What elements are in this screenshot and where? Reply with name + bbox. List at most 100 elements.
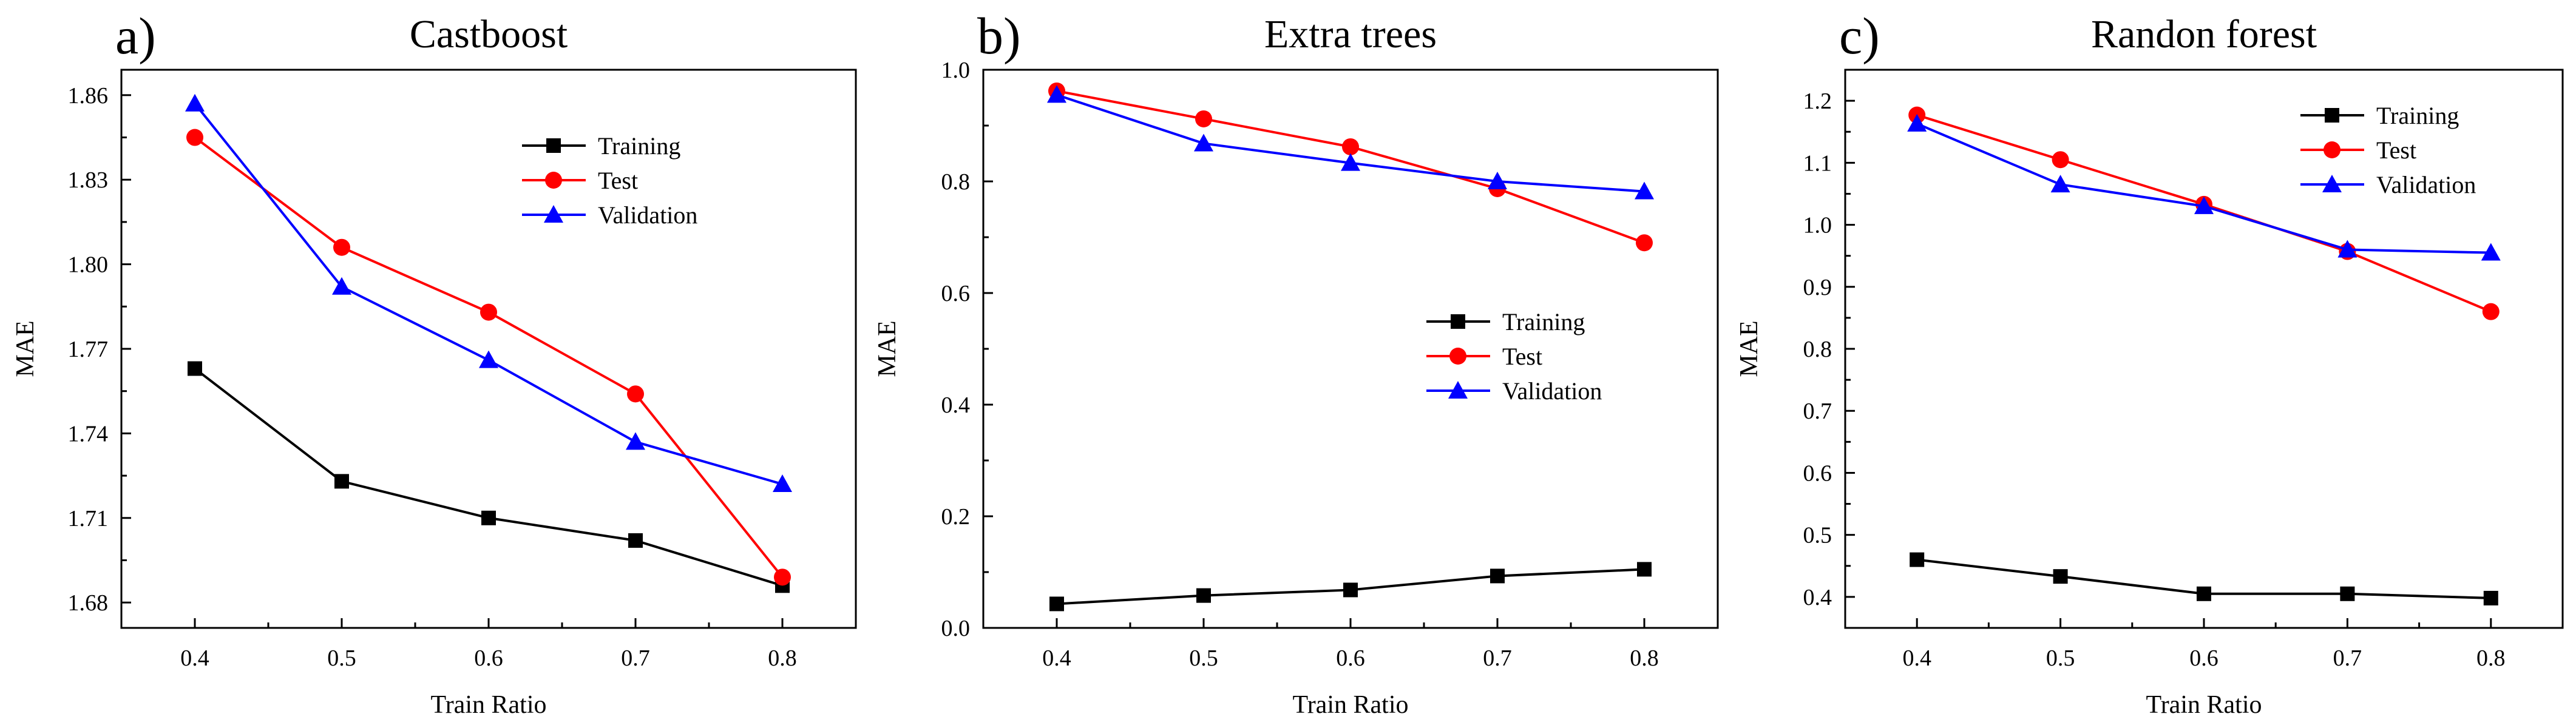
data-point: [1635, 181, 1654, 200]
x-tick-label: 0.6: [2189, 645, 2218, 671]
x-tick-label: 0.4: [180, 645, 209, 671]
x-tick-label: 0.7: [2333, 645, 2362, 671]
series-training: [1049, 562, 1652, 612]
x-tick-label: 0.5: [1189, 645, 1218, 671]
y-tick-label: 0.4: [1803, 585, 1832, 610]
data-point: [2052, 151, 2069, 169]
legend-marker: [2323, 141, 2340, 158]
x-tick-label: 0.7: [1483, 645, 1512, 671]
x-tick-label: 0.4: [1902, 645, 1931, 671]
legend-label: Test: [598, 167, 638, 194]
y-tick-label: 1.86: [68, 83, 109, 109]
data-point: [1341, 153, 1360, 171]
y-tick-label: 1.2: [1803, 89, 1832, 114]
data-point: [1196, 588, 1211, 603]
y-tick-label: 1.0: [941, 58, 971, 83]
data-point: [1910, 552, 1925, 567]
y-tick-label: 0.6: [1803, 460, 1832, 486]
legend-label: Validation: [1502, 377, 1602, 405]
y-axis-label: MAE: [1735, 320, 1763, 377]
x-tick-label: 0.5: [2046, 645, 2075, 671]
data-point: [1047, 85, 1066, 103]
data-point: [480, 303, 497, 321]
data-point: [1636, 234, 1653, 252]
data-point: [1907, 113, 1927, 132]
data-point: [2197, 586, 2211, 601]
series-training: [1910, 552, 2498, 605]
legend-marker: [2322, 175, 2342, 192]
data-point: [1490, 568, 1505, 584]
legend: Training Test Validation: [1426, 308, 1602, 405]
x-tick-label: 0.4: [1042, 645, 1071, 671]
data-point: [2053, 569, 2068, 584]
legend-marker: [1448, 381, 1468, 399]
data-point: [333, 238, 350, 256]
series-validation: [185, 93, 792, 493]
y-tick-label: 1.1: [1803, 150, 1832, 176]
legend-label: Training: [2376, 102, 2459, 129]
x-tick-label: 0.8: [768, 645, 797, 671]
series-line: [194, 103, 783, 485]
panel-label: a): [115, 7, 156, 65]
plot-frame: [120, 69, 857, 629]
series-training: [188, 361, 790, 593]
x-tick-label: 0.7: [621, 645, 650, 671]
legend-label: Test: [1502, 343, 1542, 370]
data-point: [2483, 590, 2498, 605]
chart-panel-3: 0.4 0.5 0.6 0.7 0.8 0.4 0.5 0.6 0.7 0.8 0.9 1.0 1.1 1…: [1735, 7, 2564, 719]
y-tick-label: 0.8: [1803, 337, 1832, 362]
chart-title: Extra trees: [1264, 12, 1437, 56]
y-tick-label: 0.2: [941, 504, 971, 530]
legend-marker: [544, 205, 563, 223]
data-point: [1049, 596, 1064, 612]
legend-marker: [1451, 314, 1465, 329]
y-tick-label: 0.6: [941, 281, 971, 306]
y-tick-label: 1.74: [68, 421, 109, 447]
x-tick-label: 0.8: [1630, 645, 1659, 671]
data-point: [188, 361, 202, 376]
data-point: [479, 350, 498, 368]
data-point: [332, 277, 351, 295]
x-axis-label: Train Ratio: [2146, 691, 2262, 719]
data-point: [334, 474, 349, 489]
y-tick-label: 1.80: [68, 252, 109, 278]
y-tick-label: 0.9: [1803, 275, 1832, 300]
y-tick-label: 0.4: [941, 393, 971, 418]
y-axis-label: MAE: [873, 320, 901, 377]
legend: Training Test Validation: [2300, 102, 2476, 198]
plot-frame: [1844, 69, 2564, 629]
x-tick-label: 0.6: [474, 645, 503, 671]
x-tick-label: 0.5: [327, 645, 356, 671]
y-tick-label: 0.0: [941, 616, 971, 641]
y-tick-label: 1.77: [68, 337, 109, 362]
legend-label: Training: [598, 132, 680, 160]
legend-label: Validation: [2376, 171, 2476, 198]
y-tick-label: 1.0: [1803, 213, 1832, 238]
data-point: [2050, 175, 2070, 193]
data-point: [627, 385, 644, 403]
panel-label: c): [1839, 7, 1880, 65]
y-axis-label: MAE: [12, 320, 39, 377]
x-tick-label: 0.6: [1336, 645, 1365, 671]
x-axis-label: Train Ratio: [431, 691, 547, 719]
data-point: [481, 510, 496, 525]
panel-label: b): [977, 7, 1021, 65]
data-point: [626, 432, 645, 450]
y-tick-label: 0.5: [1803, 523, 1832, 548]
legend: Training Test Validation: [522, 132, 697, 229]
x-axis-label: Train Ratio: [1293, 691, 1409, 719]
y-tick-label: 0.7: [1803, 399, 1832, 424]
data-point: [2340, 586, 2355, 601]
series-validation: [1047, 85, 1654, 200]
y-tick-label: 1.83: [68, 167, 109, 193]
legend-label: Training: [1502, 308, 1585, 335]
data-point: [1195, 110, 1212, 127]
data-point: [774, 568, 791, 586]
y-tick-label: 1.68: [68, 590, 109, 616]
data-point: [773, 474, 792, 493]
data-point: [1342, 138, 1359, 155]
data-point: [1343, 582, 1358, 598]
legend-marker: [546, 138, 561, 153]
series-line: [194, 367, 783, 587]
